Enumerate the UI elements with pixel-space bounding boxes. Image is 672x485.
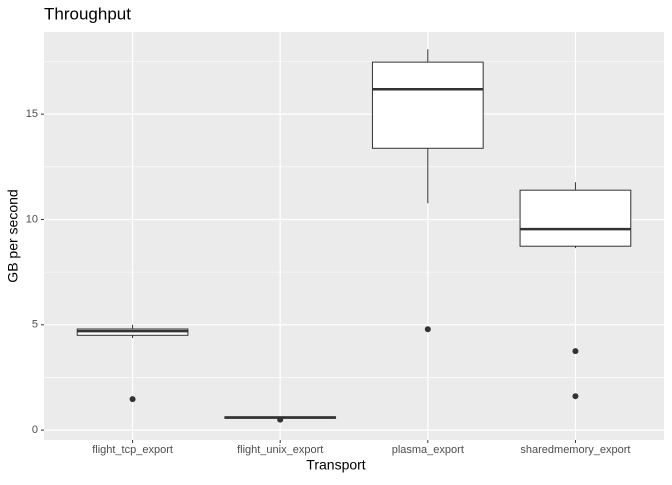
outlier <box>129 396 136 403</box>
box <box>519 189 632 247</box>
outlier <box>277 416 284 423</box>
outlier <box>424 326 431 333</box>
y-tick-label: 15 <box>26 108 38 120</box>
y-tick-label: 5 <box>32 319 38 331</box>
box <box>371 61 484 149</box>
x-tick-label: flight_unix_export <box>237 444 323 456</box>
x-tick-label: flight_tcp_export <box>92 444 173 456</box>
x-tick-label: sharedmemory_export <box>520 444 630 456</box>
chart-title: Throughput <box>44 4 131 23</box>
y-tick-label: 0 <box>32 424 38 436</box>
y-axis-label: GB per second <box>5 189 21 282</box>
x-tick-label: plasma_export <box>392 444 464 456</box>
y-tick-label: 10 <box>26 213 38 225</box>
outlier <box>572 393 579 400</box>
x-axis-label: Transport <box>306 457 366 473</box>
outlier <box>572 348 579 355</box>
